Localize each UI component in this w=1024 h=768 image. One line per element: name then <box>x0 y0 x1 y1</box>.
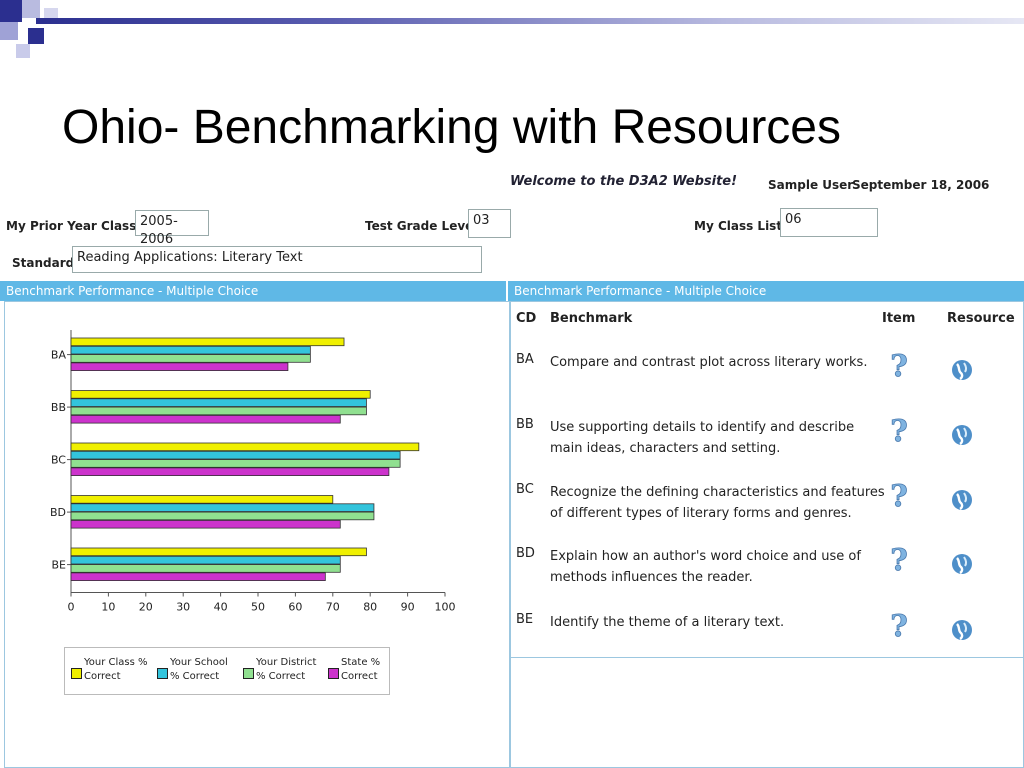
bar <box>70 442 420 452</box>
bar <box>70 511 375 521</box>
row-code: BE <box>516 612 534 627</box>
question-mark-icon[interactable]: ? <box>888 480 910 512</box>
resource-globe-icon[interactable] <box>950 552 974 576</box>
row-benchmark: Identify the theme of a literary text. <box>550 615 785 630</box>
x-tick-label: 0 <box>68 601 75 614</box>
resource-globe-icon[interactable] <box>950 618 974 642</box>
deco-square-4 <box>28 28 44 44</box>
bar <box>70 547 367 557</box>
bar <box>70 354 311 363</box>
legend-label-state: State % Correct <box>341 657 381 682</box>
legend-swatch-state <box>328 668 339 679</box>
slide-title: Ohio- Benchmarking with Resources <box>62 101 841 154</box>
title-bar-line <box>36 18 1024 24</box>
bar <box>70 459 401 468</box>
prior-year-field[interactable]: 2005-2006 <box>135 210 209 247</box>
bar <box>70 337 345 347</box>
row-code: BA <box>516 352 534 367</box>
bar <box>70 519 341 529</box>
class-lists-field[interactable]: 06 <box>780 208 878 237</box>
col-header-benchmark: Benchmark <box>550 311 633 326</box>
x-tick-label: 50 <box>251 601 265 614</box>
bar <box>70 450 401 460</box>
category-label: BB <box>51 401 66 414</box>
bar <box>70 406 367 416</box>
category-label: BE <box>52 559 67 572</box>
bar <box>70 467 390 476</box>
x-tick-label: 80 <box>363 601 377 614</box>
bar <box>70 390 371 399</box>
row-code: BD <box>516 546 535 561</box>
x-tick-label: 100 <box>435 601 456 614</box>
bar <box>70 503 375 512</box>
svg-text:?: ? <box>890 610 908 642</box>
bar <box>70 572 326 581</box>
question-mark-icon[interactable]: ? <box>888 544 910 576</box>
x-tick-label: 30 <box>176 601 190 614</box>
chart-legend: Your Class % Correct Your School % Corre… <box>64 647 390 695</box>
question-mark-icon[interactable]: ? <box>888 415 910 447</box>
deco-square-6 <box>16 44 30 58</box>
category-label: BA <box>51 349 67 362</box>
bar <box>70 362 289 372</box>
bar <box>70 555 341 565</box>
row-code: BB <box>516 417 534 432</box>
x-tick-label: 90 <box>401 601 415 614</box>
x-tick-label: 20 <box>139 601 153 614</box>
resource-globe-icon[interactable] <box>950 423 974 447</box>
category-label: BC <box>51 454 66 467</box>
question-mark-icon[interactable]: ? <box>888 610 910 642</box>
category-label: BD <box>50 506 66 519</box>
prior-year-label: My Prior Year Classes: <box>6 219 157 233</box>
row-benchmark: Recognize the defining characteristics a… <box>550 485 885 521</box>
legend-swatch-district <box>243 668 254 679</box>
legend-label-school: Your School % Correct <box>170 657 228 682</box>
x-tick-label: 60 <box>288 601 302 614</box>
x-tick-label: 70 <box>326 601 340 614</box>
row-benchmark: Explain how an author's word choice and … <box>550 549 861 585</box>
benchmark-table-panel <box>510 301 1024 658</box>
grade-level-label: Test Grade Level: <box>365 219 483 233</box>
col-header-resource: Resource <box>947 311 1015 326</box>
svg-text:?: ? <box>890 544 908 576</box>
bar <box>70 495 334 504</box>
svg-text:?: ? <box>890 415 908 447</box>
legend-label-class: Your Class % Correct <box>84 657 148 682</box>
x-tick-label: 40 <box>214 601 228 614</box>
user-name: Sample User <box>768 178 854 192</box>
row-benchmark: Compare and contrast plot across literar… <box>550 355 868 370</box>
welcome-text: Welcome to the D3A2 Website! <box>510 174 738 189</box>
col-header-item: Item <box>882 311 916 326</box>
chart-panel <box>4 301 510 768</box>
legend-swatch-class <box>71 668 82 679</box>
bar <box>70 345 311 355</box>
standard-label: Standard: <box>12 256 80 270</box>
col-header-cd: CD <box>516 311 537 326</box>
row-benchmark: Use supporting details to identify and d… <box>550 420 855 456</box>
table-panel-header: Benchmark Performance - Multiple Choice <box>508 281 1024 301</box>
row-code: BC <box>516 482 534 497</box>
svg-text:?: ? <box>890 480 908 512</box>
legend-label-district: Your District % Correct <box>256 657 317 682</box>
chart-panel-header: Benchmark Performance - Multiple Choice <box>0 281 506 301</box>
benchmark-bar-chart: 0 10 20 30 40 50 60 70 80 90 100 BA BB BC BD BE <box>50 330 456 614</box>
bar <box>70 415 341 424</box>
screenshot: Welcome to the D3A2 Website! Sample User… <box>0 160 1024 768</box>
bar <box>70 564 341 573</box>
deco-square-3 <box>0 22 18 40</box>
resource-globe-icon[interactable] <box>950 488 974 512</box>
deco-square-1 <box>0 0 22 22</box>
deco-square-2 <box>22 0 40 18</box>
question-mark-icon[interactable]: ? <box>888 350 910 382</box>
lower-panel <box>510 658 1024 768</box>
bar <box>70 398 367 407</box>
x-tick-label: 10 <box>101 601 115 614</box>
standard-field[interactable]: Reading Applications: Literary Text <box>72 246 482 273</box>
legend-swatch-school <box>157 668 168 679</box>
resource-globe-icon[interactable] <box>950 358 974 382</box>
current-date: September 18, 2006 <box>852 178 990 192</box>
class-lists-label: My Class Lists: <box>694 219 795 233</box>
svg-text:?: ? <box>890 350 908 382</box>
grade-level-field[interactable]: 03 <box>468 209 511 238</box>
